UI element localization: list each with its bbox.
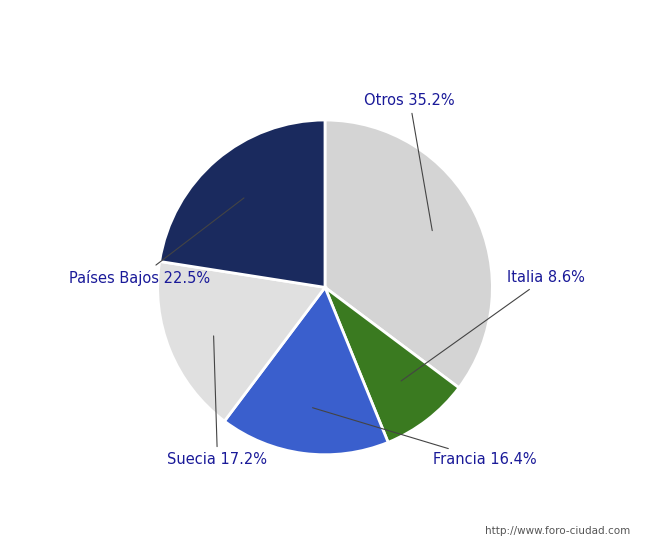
Wedge shape [325,287,459,442]
Wedge shape [158,261,325,421]
Text: Otros 35.2%: Otros 35.2% [365,93,455,230]
Text: Suecia 17.2%: Suecia 17.2% [168,336,268,467]
Text: Italia 8.6%: Italia 8.6% [401,270,585,381]
Text: Francia 16.4%: Francia 16.4% [313,408,537,467]
Wedge shape [224,287,388,455]
Text: http://www.foro-ciudad.com: http://www.foro-ciudad.com [486,526,630,536]
Text: Países Bajos 22.5%: Países Bajos 22.5% [69,198,244,285]
Wedge shape [325,120,492,388]
Wedge shape [160,120,325,287]
Text: Viso del Marqués - Turistas extranjeros según país - Abril de 2024: Viso del Marqués - Turistas extranjeros … [84,13,566,29]
